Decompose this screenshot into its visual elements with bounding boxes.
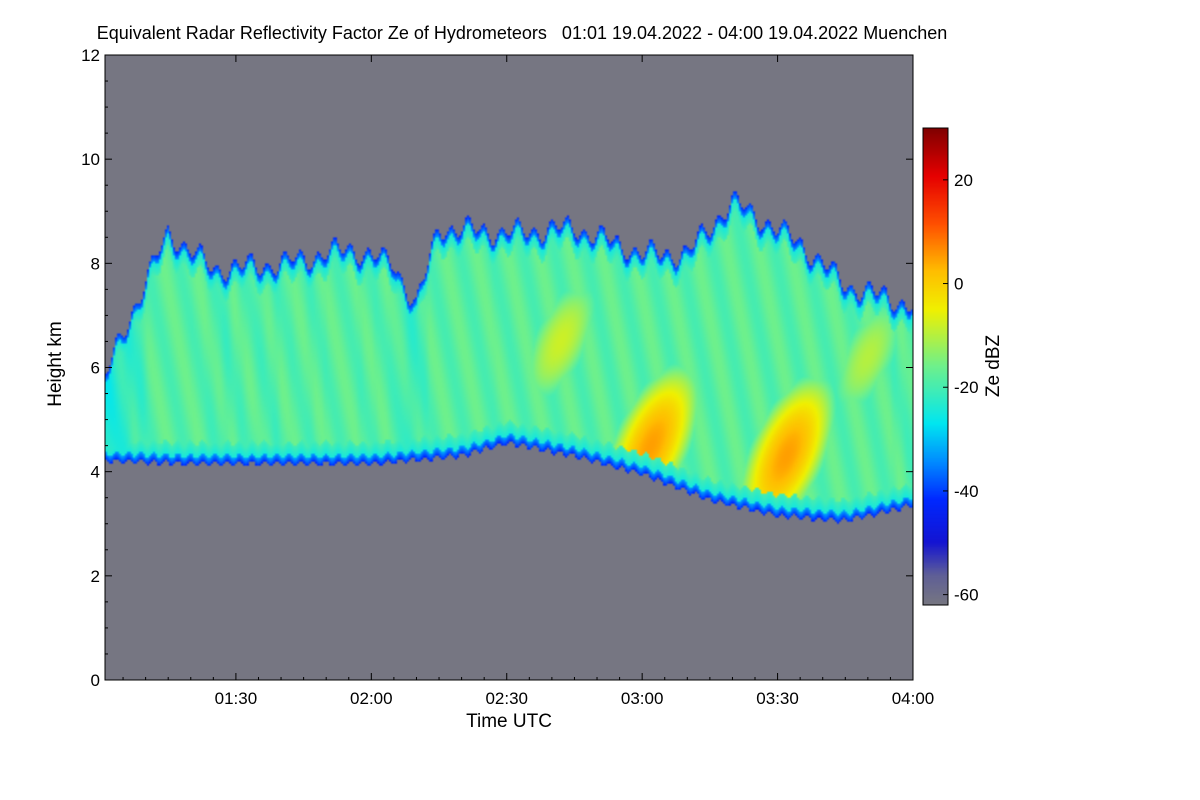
y-tick-label: 8 [91,254,100,273]
colorbar-frame [922,127,949,606]
colorbar-label: Ze dBZ [983,334,1004,397]
colorbar-tick-label: 0 [954,275,963,294]
colorbar-ticks: 20 0 -20 -40 -60 [943,171,979,605]
y-tick-label: 0 [91,671,100,690]
y-tick-label: 2 [91,567,100,586]
reflectivity-heatmap [105,55,913,680]
y-tick-label: 12 [81,46,100,65]
x-tick-label: 03:30 [756,689,799,708]
colorbar-tick-label: -60 [954,586,979,605]
x-tick-label: 02:00 [350,689,393,708]
x-tick-label: 03:00 [621,689,664,708]
colorbar-gradient [923,128,948,605]
colorbar: 20 0 -20 -40 -60 [922,127,979,606]
x-axis: 01:30 02:00 02:30 03:00 03:30 04:00 [122,55,935,708]
y-tick-label: 6 [91,359,100,378]
y-axis-label: Height km [45,321,66,407]
x-tick-label: 04:00 [892,689,935,708]
colorbar-tick-label: -20 [954,378,979,397]
y-axis: 0 2 4 6 8 10 12 [81,46,913,690]
plot-area [104,54,914,681]
colorbar-tick-label: 20 [954,171,973,190]
y-tick-label: 10 [81,150,100,169]
colorbar-tick-label: -40 [954,482,979,501]
y-tick-label: 4 [91,463,100,482]
x-tick-label: 01:30 [215,689,258,708]
x-axis-label: Time UTC [466,711,552,732]
x-tick-label: 02:30 [485,689,528,708]
chart-title: Equivalent Radar Reflectivity Factor Ze … [97,23,948,43]
